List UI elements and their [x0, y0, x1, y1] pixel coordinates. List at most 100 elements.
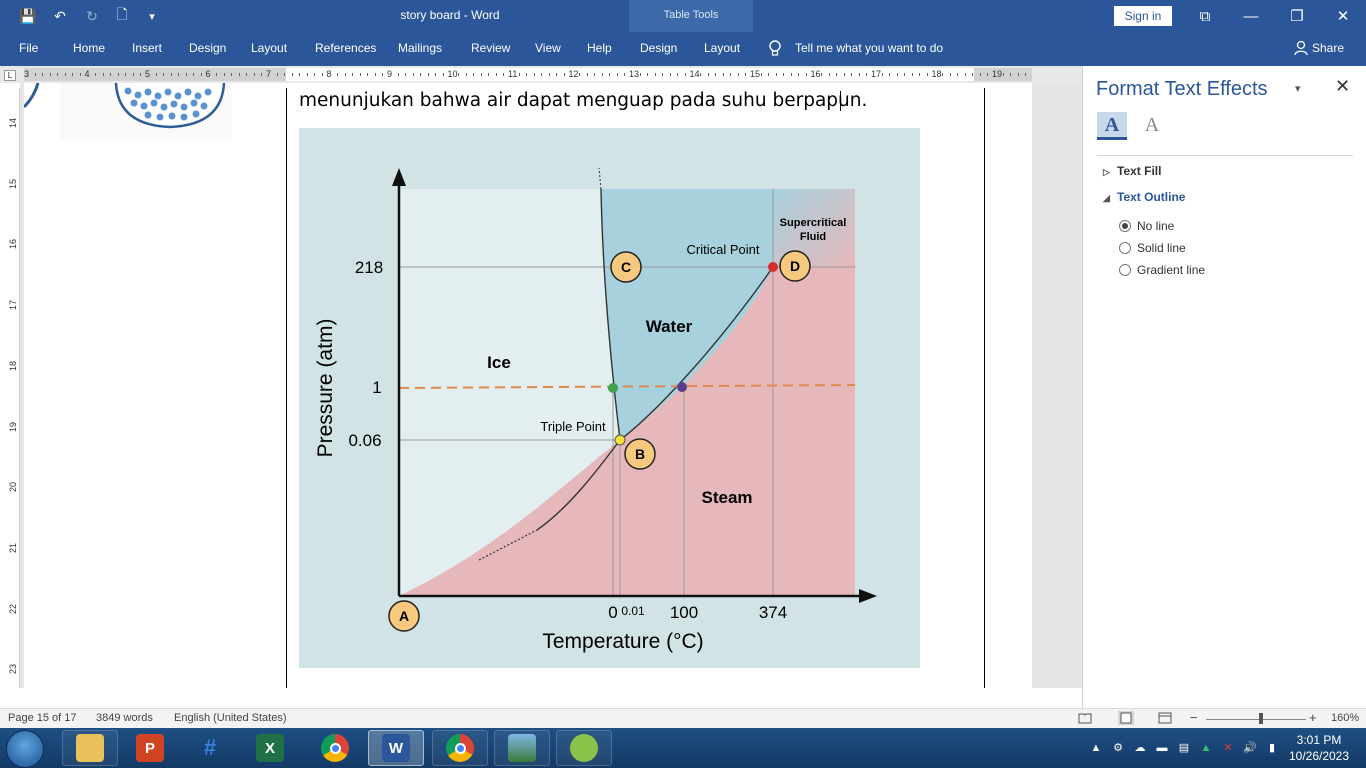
- tab-view[interactable]: View: [535, 41, 561, 55]
- ruler-tick: [715, 73, 717, 76]
- taskbar-app[interactable]: W: [368, 730, 424, 766]
- tray-app-icon[interactable]: ▤: [1178, 742, 1190, 754]
- tray-app-icon[interactable]: ☁: [1134, 742, 1146, 754]
- taskbar-app[interactable]: [494, 730, 550, 766]
- sublimation-curve-extension: [478, 529, 538, 561]
- tab-design[interactable]: Design: [189, 41, 227, 55]
- page-count[interactable]: Page 15 of 17: [8, 712, 77, 724]
- tray-app-icon[interactable]: ⚙: [1113, 742, 1123, 754]
- fluid-label: Fluid: [800, 231, 826, 243]
- phase-diagram[interactable]: A B C D Ice Water Steam Supercrit: [299, 128, 920, 668]
- document-area[interactable]: menunjukan bahwa air dapat menguap pada …: [20, 83, 1082, 688]
- ruler-tick: [851, 73, 853, 76]
- web-layout-icon[interactable]: [1158, 712, 1172, 724]
- tab-table-design[interactable]: Design: [640, 41, 678, 55]
- ruler-number: 20: [8, 482, 18, 493]
- minimize-button[interactable]: —: [1243, 7, 1259, 25]
- taskbar-app[interactable]: [556, 730, 612, 766]
- ruler-tick: [866, 73, 868, 76]
- ruler-tick: [964, 73, 966, 76]
- ruler-tick: [216, 73, 218, 76]
- title-bar: 💾 ↶ ↻ 🗋 ▾ story board - Word Table Tools…: [0, 0, 1366, 66]
- no-line-radio[interactable]: [1119, 220, 1131, 232]
- ruler-tick: [586, 73, 588, 76]
- gradient-line-option[interactable]: Gradient line: [1119, 263, 1205, 277]
- vertical-ruler[interactable]: 14 15 16 17 18 19 20 21 22 23: [4, 88, 20, 688]
- tab-insert[interactable]: Insert: [132, 41, 163, 55]
- share-button[interactable]: Share: [1312, 41, 1345, 55]
- ice-region: [399, 189, 620, 596]
- tray-app-icon[interactable]: ▬: [1156, 742, 1168, 754]
- taskbar-app[interactable]: [307, 730, 363, 766]
- gradient-line-radio[interactable]: [1119, 264, 1131, 276]
- taskbar-app[interactable]: #: [182, 730, 238, 766]
- pane-options-dropdown-icon[interactable]: ▾: [1295, 83, 1301, 95]
- ruler-number: 14: [8, 118, 18, 129]
- tab-home[interactable]: Home: [73, 41, 106, 55]
- save-icon[interactable]: 💾: [19, 7, 37, 24]
- tab-mailings[interactable]: Mailings: [398, 41, 443, 55]
- clock-time[interactable]: 3:01 PM: [1296, 733, 1342, 747]
- close-button[interactable]: ✕: [1336, 8, 1350, 25]
- start-button[interactable]: [6, 730, 44, 768]
- lightbulb-icon: [769, 40, 781, 56]
- ruler-tick: [737, 73, 739, 76]
- tab-review[interactable]: Review: [471, 41, 511, 55]
- volume-icon[interactable]: 🔊: [1243, 742, 1257, 754]
- ruler-tick: [836, 73, 838, 76]
- customize-toolbar-icon[interactable]: ▾: [149, 10, 155, 23]
- zoom-out-button[interactable]: −: [1190, 710, 1198, 725]
- text-effects-tab-icon[interactable]: A: [1144, 114, 1160, 136]
- chrome-icon: [321, 734, 349, 762]
- ribbon-display-icon[interactable]: ⧉: [1199, 7, 1211, 25]
- clock-date[interactable]: 10/26/2023: [1288, 749, 1350, 763]
- word-count[interactable]: 3849 words: [96, 712, 153, 724]
- sign-in-button[interactable]: Sign in: [1114, 6, 1172, 26]
- horizontal-ruler[interactable]: 3 4 5 6 7 8 9 10 11 12 13 14 15 16 17 18 19: [24, 68, 1032, 81]
- document-page[interactable]: menunjukan bahwa air dapat menguap pada …: [24, 83, 1032, 688]
- ruler-tick: [518, 73, 520, 76]
- text-fill-outline-tab-icon[interactable]: A: [1097, 112, 1127, 140]
- y-tick-label: 0.06: [348, 431, 381, 450]
- drive-icon[interactable]: ▲: [1200, 742, 1212, 754]
- taskbar-app[interactable]: X: [242, 730, 298, 766]
- undo-icon[interactable]: ↶: [54, 7, 66, 24]
- ruler-tick: [503, 73, 505, 76]
- zoom-level[interactable]: 160%: [1331, 712, 1360, 724]
- pane-close-icon[interactable]: ✕: [1335, 76, 1351, 96]
- ruler-tick: [556, 73, 558, 76]
- solid-line-radio[interactable]: [1119, 242, 1131, 254]
- tab-selector[interactable]: L: [4, 70, 16, 81]
- zoom-slider-thumb[interactable]: [1259, 713, 1263, 724]
- tab-table-layout[interactable]: Layout: [704, 41, 741, 55]
- tab-references[interactable]: References: [315, 41, 377, 55]
- network-icon[interactable]: ✕: [1223, 742, 1233, 754]
- table-border-left: [286, 88, 287, 688]
- solid-line-option[interactable]: Solid line: [1119, 241, 1186, 255]
- ruler-tick: [374, 73, 376, 76]
- language-status[interactable]: English (United States): [174, 712, 287, 724]
- redo-icon[interactable]: ↻: [86, 7, 98, 24]
- new-document-icon[interactable]: 🗋: [116, 6, 128, 22]
- tab-help[interactable]: Help: [587, 41, 612, 55]
- no-line-option[interactable]: No line: [1119, 219, 1174, 233]
- body-paragraph[interactable]: menunjukan bahwa air dapat menguap pada …: [299, 90, 868, 111]
- restore-button[interactable]: ❐: [1290, 8, 1304, 25]
- marker-d: D: [779, 250, 811, 282]
- print-layout-icon[interactable]: [1118, 711, 1134, 725]
- read-mode-icon[interactable]: [1078, 712, 1092, 724]
- tab-layout[interactable]: Layout: [251, 41, 288, 55]
- text-outline-section[interactable]: ◢ Text Outline: [1103, 190, 1185, 204]
- ruler-tick: [49, 73, 51, 76]
- power-icon[interactable]: ▮: [1268, 742, 1276, 754]
- taskbar-app[interactable]: P: [122, 730, 178, 766]
- show-hidden-icons-icon[interactable]: ▲: [1090, 742, 1102, 754]
- tab-file[interactable]: File: [19, 41, 39, 55]
- ruler-tick: [253, 73, 255, 76]
- text-fill-section[interactable]: ▷ Text Fill: [1103, 164, 1161, 178]
- taskbar-app[interactable]: [432, 730, 488, 766]
- taskbar-app[interactable]: [62, 730, 118, 766]
- zoom-in-button[interactable]: +: [1309, 710, 1317, 725]
- zoom-slider[interactable]: [1206, 719, 1306, 720]
- tell-me-search[interactable]: Tell me what you want to do: [795, 41, 944, 55]
